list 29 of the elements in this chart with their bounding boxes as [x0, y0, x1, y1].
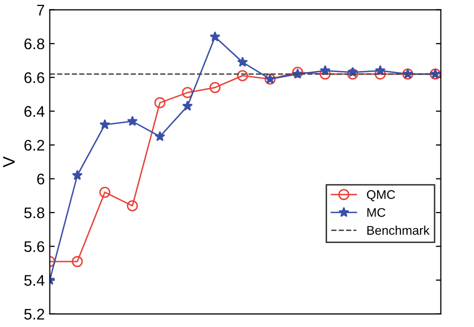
- point: [182, 87, 194, 98]
- point: [237, 56, 248, 67]
- point: [154, 130, 166, 142]
- y-tick-label: 6.2: [24, 140, 44, 151]
- point: [127, 116, 138, 126]
- point: [209, 82, 221, 94]
- y-tick-label: 6.4: [24, 106, 44, 117]
- point: [347, 68, 358, 80]
- legend-label: Benchmark: [367, 226, 430, 235]
- y-tick-label: 5.2: [24, 308, 44, 320]
- point: [210, 31, 220, 42]
- y-tick-label: 6: [37, 174, 44, 184]
- legend-label: MC: [367, 208, 386, 217]
- point: [72, 170, 83, 180]
- point: [100, 119, 110, 130]
- point: [72, 256, 83, 268]
- point: [236, 70, 248, 82]
- y-axis-title: V: [3, 156, 15, 168]
- y-tick-label: 5.8: [24, 207, 44, 218]
- y-tick-label: 6.6: [24, 72, 44, 84]
- point: [182, 100, 193, 111]
- point: [126, 200, 138, 212]
- point: [99, 186, 110, 198]
- y-tick-label: 6.8: [24, 38, 44, 50]
- y-tick-label: 5.6: [24, 241, 44, 252]
- y-tick-label: 5.4: [24, 275, 44, 286]
- point: [154, 97, 166, 108]
- y-tick-label: 7: [37, 4, 44, 16]
- legend-label: QMC: [366, 190, 396, 202]
